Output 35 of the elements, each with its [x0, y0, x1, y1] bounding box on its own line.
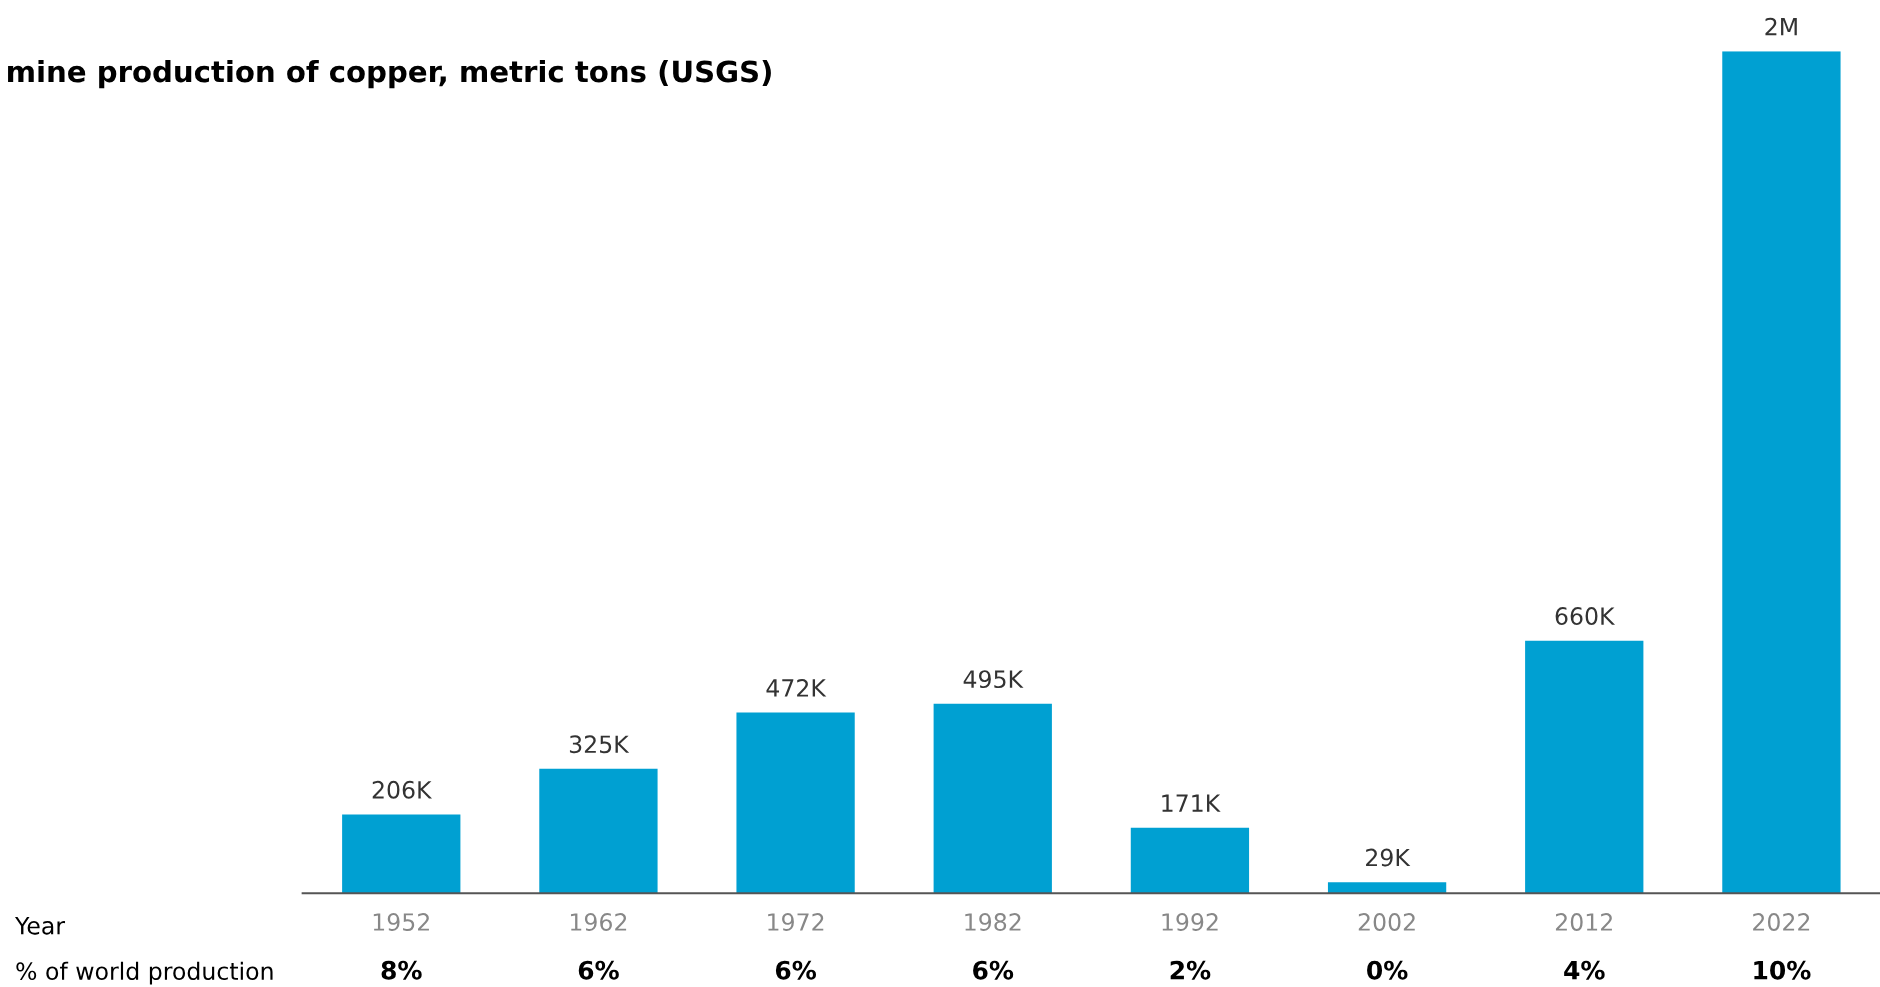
text: 6% — [973, 960, 1014, 980]
bar — [933, 703, 1052, 894]
chart-title: mine production of copper, metric tons (USGS) — [8, 59, 771, 89]
text: 2% — [1170, 960, 1211, 980]
bar — [1327, 882, 1447, 894]
data-label: 171K — [1162, 794, 1221, 812]
data-label: 2M — [1765, 17, 1797, 36]
text: 10% — [1754, 960, 1811, 980]
text: 6% — [578, 960, 619, 980]
text: 6% — [775, 960, 817, 980]
x-tick-label: 1982 — [965, 913, 1021, 931]
x-tick-label: 1952 — [373, 913, 429, 931]
text: Year — [14, 917, 66, 935]
data-label: 325K — [569, 735, 630, 754]
text: % of world production — [16, 961, 273, 985]
x-tick-label: 1962 — [570, 913, 627, 931]
x-tick-label: 2012 — [1555, 913, 1612, 931]
x-tick-label: 1972 — [768, 913, 824, 931]
text: 8% — [381, 960, 422, 980]
bar — [539, 768, 658, 894]
data-label: 29K — [1366, 848, 1411, 867]
data-label: 495K — [963, 670, 1024, 689]
data-label: 660K — [1555, 607, 1616, 625]
text: 4% — [1564, 960, 1605, 980]
bar — [1525, 640, 1644, 894]
text: 0% — [1367, 960, 1408, 980]
bar — [736, 712, 855, 894]
x-tick-label: 2002 — [1358, 913, 1415, 931]
bar — [342, 814, 461, 894]
x-tick-label: 1992 — [1162, 913, 1218, 931]
x-tick-label: 2022 — [1753, 913, 1810, 931]
bar — [1722, 51, 1841, 894]
bar — [1130, 827, 1250, 894]
data-label: 472K — [766, 679, 827, 697]
data-label: 206K — [372, 780, 433, 799]
